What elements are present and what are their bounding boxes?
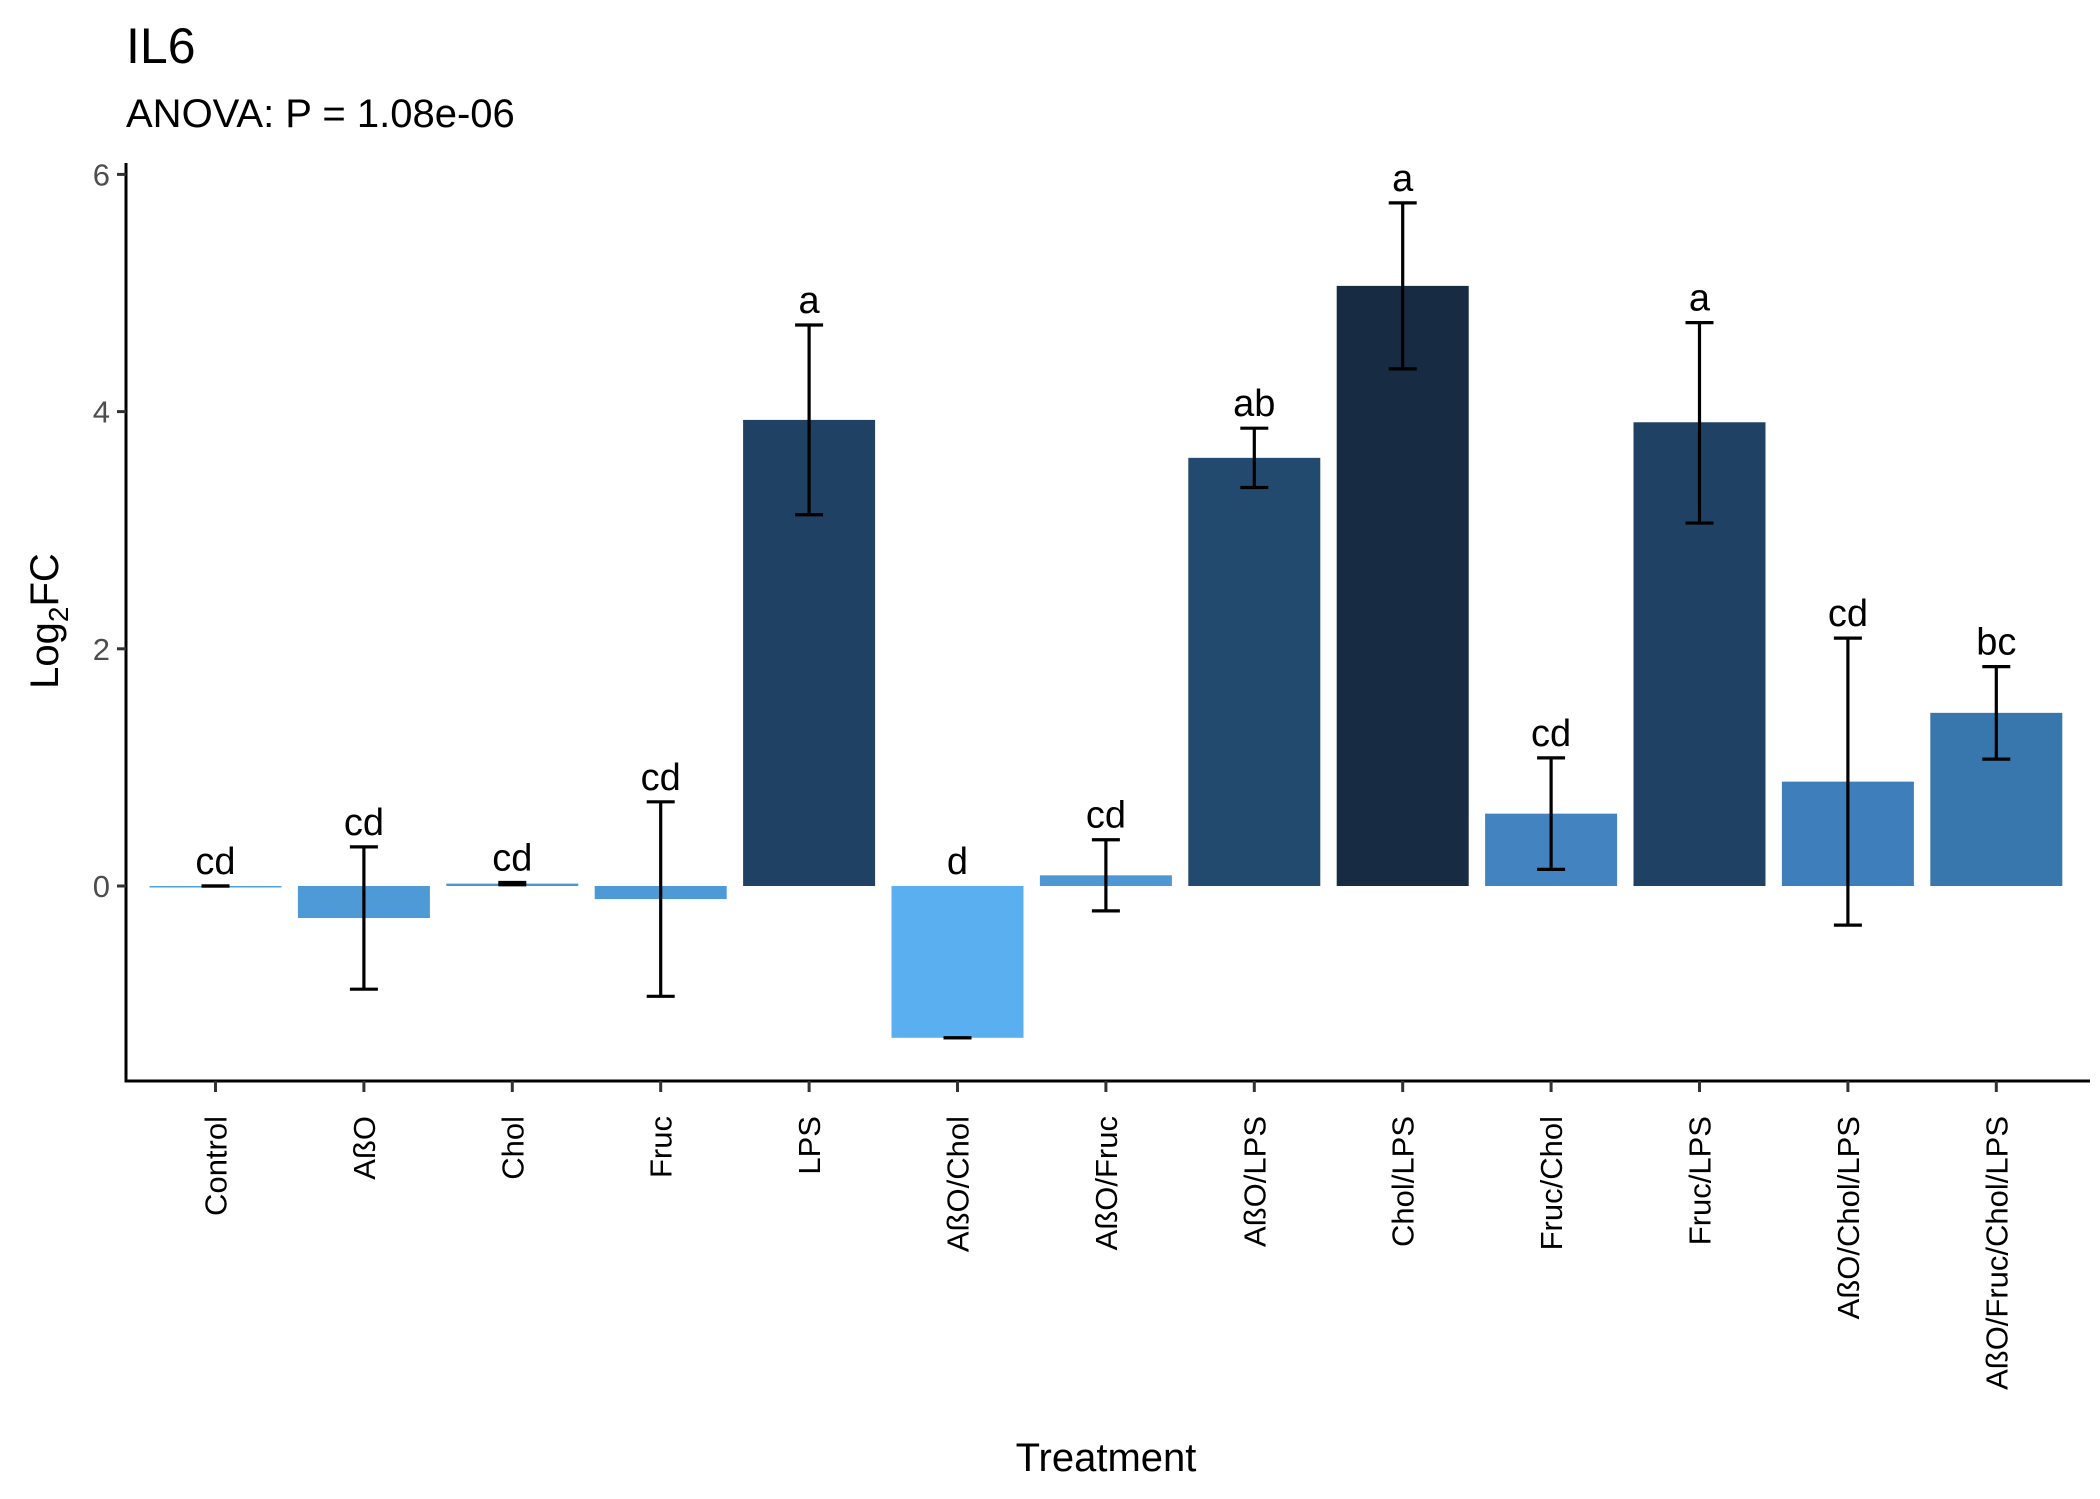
significance-labels-layer: cd cd cd cd a d cd ab a cd a cd bc [195, 158, 2016, 883]
significance-label-lps: a [799, 280, 821, 322]
error-bar-fruc-chol [1537, 756, 1566, 871]
x-tick-label-control: Control [199, 1116, 234, 1216]
significance-label-fruc: cd [641, 757, 681, 799]
significance-label-fruc-lps: a [1689, 278, 1711, 320]
significance-label-asso-fruc: cd [1086, 795, 1126, 837]
error-bar-lps [795, 323, 824, 517]
significance-label-asso-fruc-chol-lps: bc [1976, 622, 2016, 664]
x-tick-label-asso-fruc: AßO/Fruc [1089, 1116, 1124, 1250]
y-tick-label-4: 4 [93, 395, 110, 430]
chart-subtitle: ANOVA: P = 1.08e-06 [126, 92, 515, 136]
x-ticks-layer: Control AßO Chol Fruc LPS AßO/Chol AßO/Fruc AßO… [199, 1081, 2014, 1390]
y-tick-label-2: 2 [93, 632, 110, 667]
significance-label-fruc-chol: cd [1531, 713, 1571, 755]
bar-asso-lps [1188, 457, 1321, 886]
significance-label-asso: cd [344, 802, 384, 844]
x-tick-label-fruc-lps: Fruc/LPS [1683, 1116, 1718, 1245]
significance-label-chol: cd [492, 837, 532, 879]
y-tick-label-0: 0 [93, 869, 110, 904]
x-tick-label-lps: LPS [792, 1116, 827, 1175]
significance-label-chol-lps: a [1392, 158, 1414, 200]
y-tick-label-6: 6 [93, 157, 110, 192]
error-bar-asso-fruc [1091, 838, 1120, 913]
x-tick-label-asso-chol: AßO/Chol [941, 1116, 976, 1252]
significance-label-asso-lps: ab [1233, 383, 1275, 425]
error-bar-asso [349, 845, 378, 991]
x-tick-label-asso-lps: AßO/LPS [1237, 1116, 1272, 1247]
bars-layer [149, 285, 2063, 1038]
x-axis-title: Treatment [1016, 1436, 1197, 1480]
chart-title: IL6 [126, 18, 196, 74]
x-tick-label-asso-fruc-chol-lps: AßO/Fruc/Chol/LPS [1979, 1116, 2014, 1390]
y-axis-title-suffix: FC [23, 553, 67, 606]
error-bars-layer [201, 201, 2011, 1040]
error-bar-fruc-lps [1685, 321, 1714, 525]
error-bar-asso-lps [1240, 426, 1269, 490]
error-bar-asso-chol-lps [1833, 636, 1862, 927]
x-tick-label-chol-lps: Chol/LPS [1386, 1116, 1421, 1247]
error-bar-fruc [646, 800, 675, 998]
y-ticks-layer: 0 2 4 6 [93, 157, 126, 904]
significance-label-asso-chol-lps: cd [1828, 593, 1868, 635]
error-bar-chol [498, 880, 527, 887]
x-tick-label-asso-chol-lps: AßO/Chol/LPS [1831, 1116, 1866, 1319]
significance-label-control: cd [195, 841, 235, 883]
bar-asso-chol [891, 886, 1024, 1038]
bar-chol-lps [1336, 285, 1469, 886]
y-axis-title: Log2FC [23, 553, 74, 689]
error-bar-asso-fruc-chol-lps [1982, 664, 2011, 761]
x-tick-label-fruc: Fruc [644, 1116, 679, 1178]
x-tick-label-asso: AßO [347, 1116, 382, 1180]
y-axis-title-base: Log [23, 622, 67, 689]
significance-label-asso-chol: d [947, 841, 968, 883]
x-tick-label-fruc-chol: Fruc/Chol [1534, 1116, 1569, 1250]
x-tick-label-chol: Chol [495, 1116, 530, 1180]
y-axis-title-subscript: 2 [43, 607, 74, 623]
error-bar-chol-lps [1388, 201, 1417, 371]
